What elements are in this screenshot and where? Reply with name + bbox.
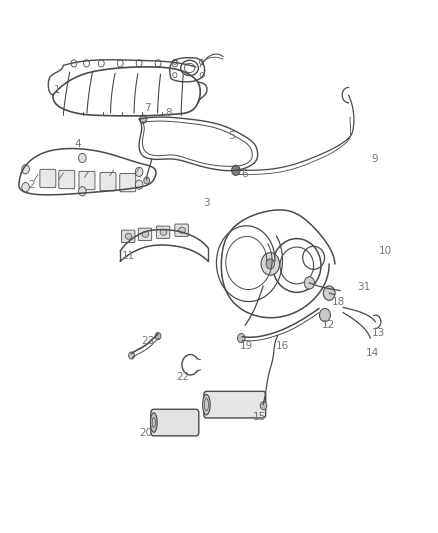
Text: 5: 5 [228, 131, 235, 141]
FancyBboxPatch shape [121, 230, 135, 243]
FancyBboxPatch shape [151, 409, 199, 436]
Circle shape [140, 115, 147, 123]
FancyBboxPatch shape [79, 171, 95, 190]
Text: 12: 12 [321, 320, 335, 330]
Circle shape [155, 333, 161, 340]
Text: 8: 8 [165, 108, 172, 118]
Ellipse shape [151, 413, 157, 432]
Circle shape [135, 180, 143, 189]
Ellipse shape [160, 229, 167, 235]
Text: 18: 18 [332, 297, 346, 308]
Text: 2: 2 [28, 180, 35, 190]
Text: 19: 19 [240, 341, 253, 351]
Circle shape [261, 253, 279, 275]
Text: 31: 31 [357, 282, 371, 292]
Circle shape [323, 286, 335, 300]
FancyBboxPatch shape [59, 171, 75, 189]
FancyBboxPatch shape [156, 226, 170, 238]
Text: 1: 1 [54, 85, 60, 95]
Circle shape [304, 277, 314, 289]
Text: 6: 6 [241, 169, 247, 180]
Circle shape [237, 334, 245, 343]
Circle shape [260, 401, 267, 410]
Circle shape [129, 352, 134, 359]
Text: 10: 10 [378, 246, 392, 256]
Ellipse shape [142, 231, 149, 237]
Circle shape [266, 259, 275, 269]
FancyBboxPatch shape [40, 169, 56, 188]
Text: 13: 13 [372, 328, 385, 338]
Text: 11: 11 [122, 251, 135, 261]
Ellipse shape [179, 227, 185, 233]
FancyBboxPatch shape [120, 173, 136, 192]
FancyBboxPatch shape [138, 228, 152, 240]
Text: 7: 7 [144, 103, 151, 113]
Text: 9: 9 [371, 154, 378, 164]
FancyBboxPatch shape [175, 224, 188, 236]
Circle shape [144, 177, 150, 184]
Text: 3: 3 [203, 198, 210, 207]
Circle shape [232, 165, 240, 175]
Ellipse shape [125, 233, 132, 239]
Circle shape [22, 165, 29, 174]
Text: 22: 22 [177, 372, 190, 382]
Text: 14: 14 [366, 349, 379, 359]
Text: 20: 20 [139, 428, 152, 438]
Circle shape [78, 154, 86, 163]
Text: 4: 4 [75, 139, 81, 149]
Circle shape [78, 187, 86, 196]
Text: 16: 16 [276, 341, 289, 351]
Text: 15: 15 [252, 413, 265, 423]
Ellipse shape [203, 394, 210, 415]
FancyBboxPatch shape [100, 172, 116, 191]
FancyBboxPatch shape [204, 391, 266, 418]
Text: 23: 23 [141, 336, 154, 346]
Circle shape [22, 183, 29, 192]
Circle shape [319, 309, 330, 322]
Circle shape [135, 167, 143, 176]
